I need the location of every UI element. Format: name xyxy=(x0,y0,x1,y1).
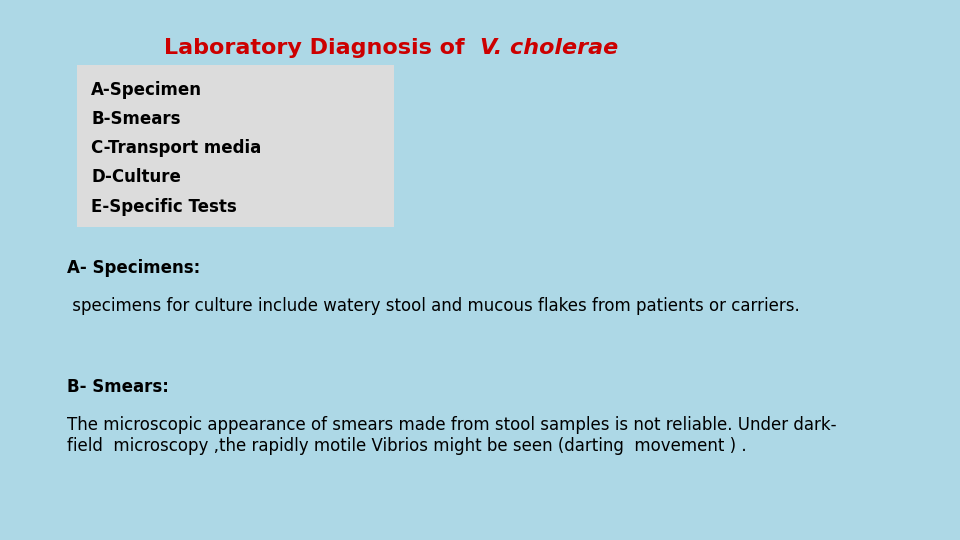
Text: Laboratory Diagnosis of: Laboratory Diagnosis of xyxy=(164,38,480,58)
Text: A- Specimens:: A- Specimens: xyxy=(67,259,201,277)
Text: The microscopic appearance of smears made from stool samples is not reliable. Un: The microscopic appearance of smears mad… xyxy=(67,416,837,455)
Text: B- Smears:: B- Smears: xyxy=(67,378,169,396)
Text: C-Transport media: C-Transport media xyxy=(91,139,261,157)
Text: B-Smears: B-Smears xyxy=(91,110,180,128)
Text: specimens for culture include watery stool and mucous flakes from patients or ca: specimens for culture include watery sto… xyxy=(67,297,800,315)
Text: V. cholerae: V. cholerae xyxy=(480,38,618,58)
Text: A-Specimen: A-Specimen xyxy=(91,81,203,99)
FancyBboxPatch shape xyxy=(77,65,394,227)
Text: E-Specific Tests: E-Specific Tests xyxy=(91,198,237,215)
Text: D-Culture: D-Culture xyxy=(91,168,181,186)
